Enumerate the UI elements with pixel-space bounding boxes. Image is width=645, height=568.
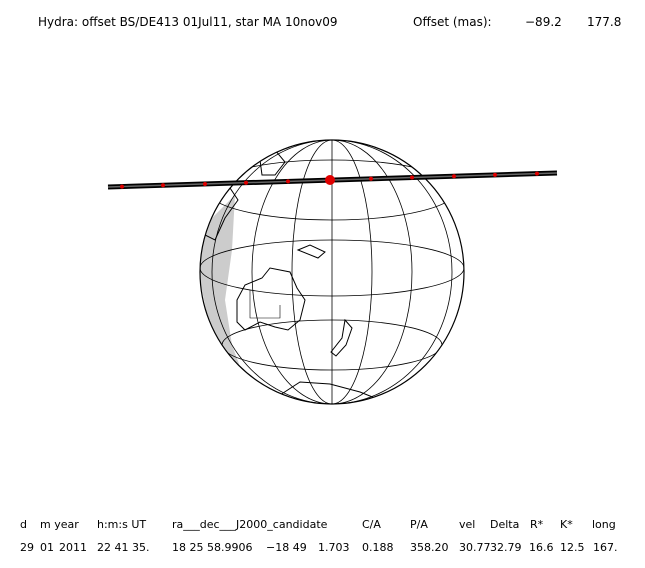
column-header: Delta	[490, 518, 519, 531]
table-cell: 29	[20, 541, 34, 554]
table-cell: 22 41 35.	[97, 541, 149, 554]
table-cell: 30.77	[459, 541, 491, 554]
globe	[199, 139, 465, 405]
column-header: P/A	[410, 518, 428, 531]
column-header: C/A	[362, 518, 381, 531]
offset-value: −89.2	[525, 15, 562, 29]
table-cell: 358.20	[410, 541, 449, 554]
column-header: d	[20, 518, 27, 531]
column-header: ra___dec___J2000_candidate	[172, 518, 328, 531]
data-table: d m year h:m:s UT ra___dec___J2000_candidat…	[20, 518, 618, 554]
column-header: vel	[459, 518, 475, 531]
table-cell: 01	[40, 541, 54, 554]
title: Hydra: offset BS/DE413 01Jul11, star MA …	[38, 15, 338, 29]
table-cell: 0.188	[362, 541, 394, 554]
table-cell: −18 49	[266, 541, 307, 554]
table-cell: 18 25 58.9906	[172, 541, 252, 554]
table-cell: 16.6	[529, 541, 554, 554]
column-header: long	[592, 518, 616, 531]
shadow-path	[107, 170, 558, 190]
table-cell: 12.5	[560, 541, 585, 554]
column-header: R*	[530, 518, 544, 531]
offset-value: 177.8	[587, 15, 621, 29]
column-header: K*	[560, 518, 573, 531]
column-header: m year	[40, 518, 79, 531]
table-cell: 1.703	[318, 541, 350, 554]
table-cell: 2011	[59, 541, 87, 554]
table-cell: 32.79	[490, 541, 522, 554]
column-header: h:m:s UT	[97, 518, 146, 531]
table-cell: 167.	[593, 541, 618, 554]
offset-label: Offset (mas):	[413, 15, 492, 29]
